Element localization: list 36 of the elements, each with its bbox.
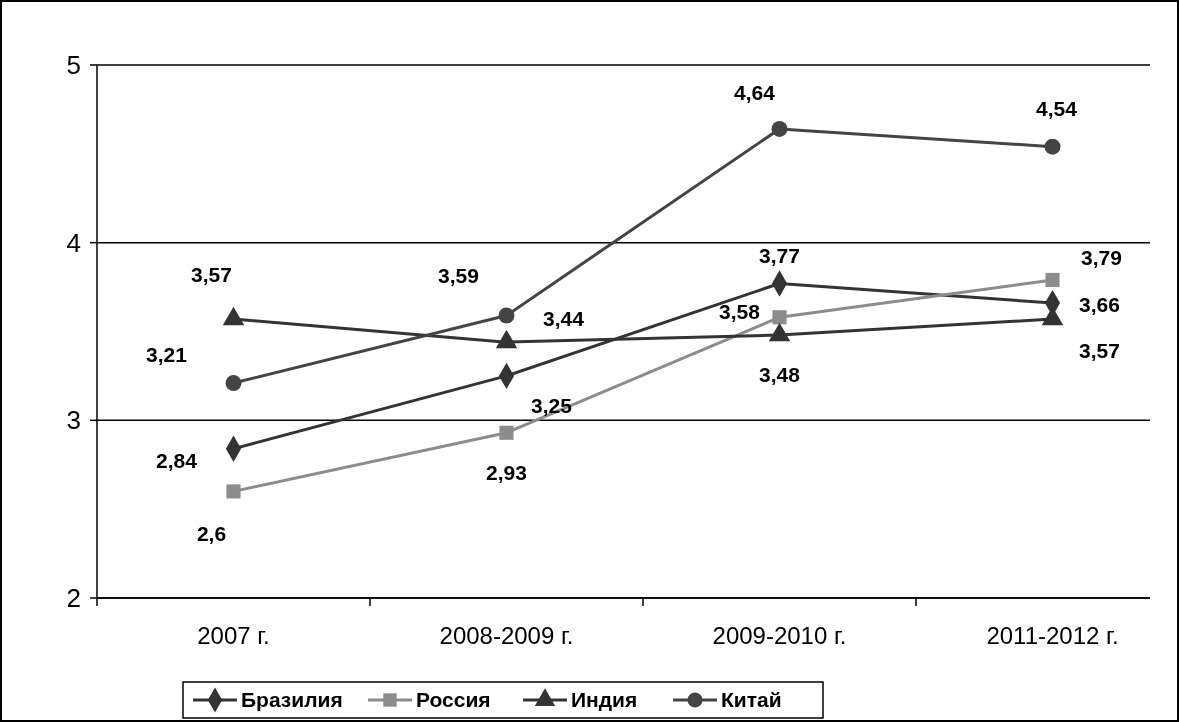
x-tick-label: 2009-2010 г. bbox=[712, 622, 847, 649]
point bbox=[225, 375, 242, 391]
y-tick-label: 4 bbox=[66, 227, 81, 258]
data-label: 3,48 bbox=[759, 363, 801, 387]
point bbox=[499, 425, 514, 440]
legend-label: Бразилия bbox=[241, 688, 343, 712]
y-tick-label: 2 bbox=[66, 583, 81, 614]
point bbox=[226, 484, 241, 499]
x-tick-label: 2008-2009 г. bbox=[439, 622, 574, 649]
legend-label: Россия bbox=[416, 688, 491, 712]
data-label: 3,79 bbox=[1081, 246, 1122, 270]
x-tick-label: 2011-2012 г. bbox=[986, 622, 1119, 649]
data-label: 3,44 bbox=[543, 306, 585, 330]
data-label: 3,66 bbox=[1079, 293, 1120, 317]
y-tick-label: 5 bbox=[66, 50, 81, 81]
point bbox=[498, 307, 515, 324]
data-label: 3,57 bbox=[191, 263, 232, 287]
data-label: 2,6 bbox=[196, 521, 227, 545]
data-label: 3,59 bbox=[438, 263, 479, 287]
data-label: 4,64 bbox=[734, 81, 776, 105]
data-label: 2,93 bbox=[486, 461, 527, 485]
data-label: 3,57 bbox=[1079, 339, 1120, 363]
data-label: 3,21 bbox=[146, 343, 188, 367]
data-label: 3,77 bbox=[759, 243, 800, 267]
legend-label: Индия bbox=[571, 688, 638, 712]
point bbox=[1045, 272, 1060, 288]
data-label: 2,84 bbox=[156, 449, 198, 473]
point bbox=[772, 310, 787, 325]
data-label: 3,58 bbox=[719, 299, 761, 323]
point bbox=[1044, 138, 1061, 155]
x-tick-label: 2007 г. bbox=[197, 622, 270, 649]
legend-label: Китай bbox=[721, 688, 782, 712]
data-label: 4,54 bbox=[1036, 97, 1078, 121]
y-tick-label: 3 bbox=[66, 405, 81, 436]
point bbox=[771, 121, 788, 137]
data-label: 3,25 bbox=[531, 394, 573, 418]
